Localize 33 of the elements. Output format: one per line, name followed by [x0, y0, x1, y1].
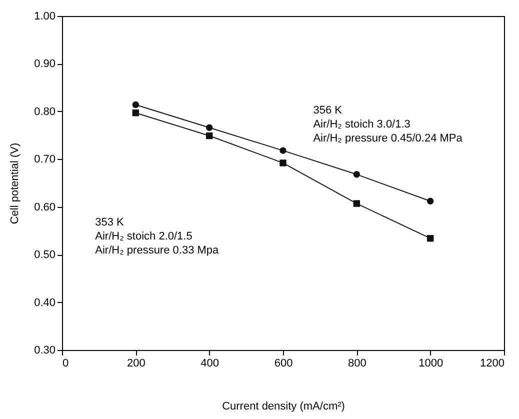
- x-tick-label: 1200: [480, 358, 504, 370]
- x-tick-label: 600: [274, 358, 293, 370]
- annotation: 353 K: [95, 216, 125, 228]
- annotation: Air/H₂ pressure 0.45/0.24 MPa: [313, 132, 464, 144]
- point: [132, 101, 140, 108]
- point: [426, 234, 434, 242]
- y-tick-label: 0.30: [34, 344, 56, 356]
- annotation: 356 K: [313, 104, 343, 116]
- point: [132, 110, 140, 116]
- x-tick-label: 400: [200, 358, 220, 370]
- y-tick-label: 0.40: [34, 296, 56, 309]
- y-tick-label: 0.70: [34, 154, 56, 166]
- point: [426, 198, 434, 204]
- annotation: Air/H₂ pressure 0.33 Mpa: [95, 244, 220, 256]
- y-tick-label: 1.00: [34, 10, 56, 22]
- point: [280, 160, 286, 166]
- y-axis-title: Cell potential (V): [9, 142, 22, 224]
- y-tick-label: 0.60: [34, 201, 56, 214]
- x-tick-label: 200: [126, 358, 146, 370]
- x-tick-label: 800: [348, 358, 366, 370]
- point: [280, 147, 286, 154]
- x-axis-title: Current density (mA/cm²): [222, 400, 345, 412]
- annotation: Air/H₂ stoich 3.0/1.3: [313, 118, 410, 130]
- x-tick-label: 1000: [418, 358, 444, 370]
- y-tick-label: 0.80: [34, 106, 56, 118]
- point: [206, 132, 213, 140]
- point: [353, 171, 360, 178]
- point: [353, 200, 360, 207]
- annotation: Air/H₂ stoich 2.0/1.5: [95, 230, 192, 242]
- y-tick-label: 0.90: [34, 58, 56, 70]
- point: [206, 124, 213, 131]
- x-tick-label: 0: [62, 358, 69, 370]
- y-tick-label: 0.50: [34, 249, 56, 262]
